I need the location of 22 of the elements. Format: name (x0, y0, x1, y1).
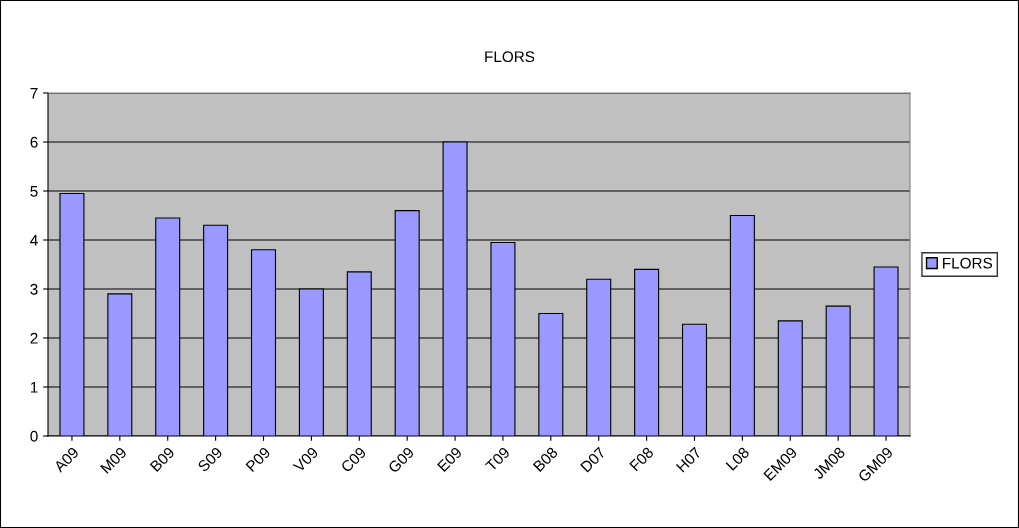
y-tick-label: 5 (30, 186, 38, 197)
x-tick-label: C09 (340, 446, 367, 473)
x-tick-label: S09 (197, 446, 224, 473)
x-tick-label: T09 (484, 446, 511, 473)
y-tick-label: 4 (30, 235, 38, 246)
x-tick-label: B08 (532, 446, 559, 472)
x-tick-label: V09 (292, 446, 319, 473)
y-tick-label: 1 (30, 382, 38, 393)
x-tick-label: P09 (245, 446, 271, 472)
x-tick-label: A09 (53, 446, 80, 473)
y-tick-label: 2 (30, 332, 38, 344)
chart-title: FLORS (485, 51, 535, 63)
legend-label: FLORS (943, 257, 993, 269)
x-tick-label: G09 (387, 446, 415, 474)
x-tick-label: L08 (725, 446, 750, 471)
y-tick-label: 6 (30, 136, 38, 148)
x-tick-label: B09 (149, 446, 176, 472)
y-tick-label: 0 (30, 430, 38, 442)
x-tick-label: F08 (629, 446, 655, 472)
y-tick-label: 3 (30, 283, 38, 295)
y-tick-label: 7 (30, 88, 38, 99)
x-tick-label: E09 (437, 446, 463, 472)
